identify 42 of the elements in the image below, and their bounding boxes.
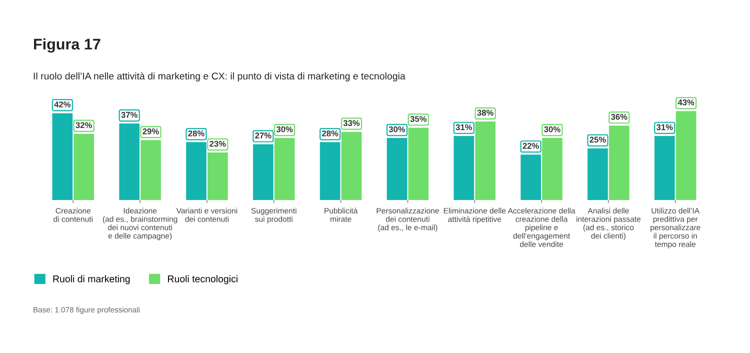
data-label: 28% — [322, 130, 338, 136]
bar — [454, 136, 474, 200]
data-label: 28% — [188, 130, 204, 136]
data-label: 43% — [678, 99, 694, 106]
bar — [608, 126, 630, 200]
bar — [676, 111, 696, 200]
bar — [140, 140, 161, 200]
data-label: 29% — [142, 128, 159, 134]
data-label: 30% — [544, 126, 560, 132]
bar — [654, 136, 675, 200]
bar — [520, 154, 541, 200]
bar — [74, 134, 94, 200]
legend-label: Ruoli di marketing — [53, 275, 130, 284]
chart-subtitle: Il ruolo dell’IA nelle attività di marketing e CX: il punto di vista di marketing e tecnologia — [34, 72, 406, 82]
data-label: 30% — [388, 126, 406, 132]
bar — [274, 138, 295, 200]
data-label: 33% — [343, 120, 360, 126]
bar — [186, 142, 206, 200]
data-label: 22% — [522, 142, 539, 149]
bar — [386, 138, 408, 200]
data-label: 30% — [276, 126, 293, 132]
data-label: 42% — [54, 101, 71, 108]
data-label: 31% — [456, 124, 472, 130]
bar — [475, 121, 496, 200]
data-label: 27% — [255, 132, 272, 138]
data-label: 35% — [410, 116, 427, 122]
data-label: 37% — [121, 112, 138, 118]
data-label: 23% — [210, 140, 226, 147]
bar — [320, 142, 340, 200]
bar — [588, 148, 608, 200]
bar — [253, 144, 274, 200]
data-label: 32% — [76, 122, 92, 128]
bar — [542, 138, 562, 200]
bar — [341, 132, 362, 200]
data-label: 38% — [477, 110, 494, 116]
data-label: 31% — [656, 124, 673, 130]
data-label: 36% — [611, 114, 628, 120]
bar — [208, 152, 228, 200]
data-label: 25% — [590, 136, 606, 143]
bar — [119, 124, 140, 200]
chart-title: Figura 17 — [34, 38, 100, 53]
legend-label: Ruoli tecnologici — [168, 275, 238, 284]
